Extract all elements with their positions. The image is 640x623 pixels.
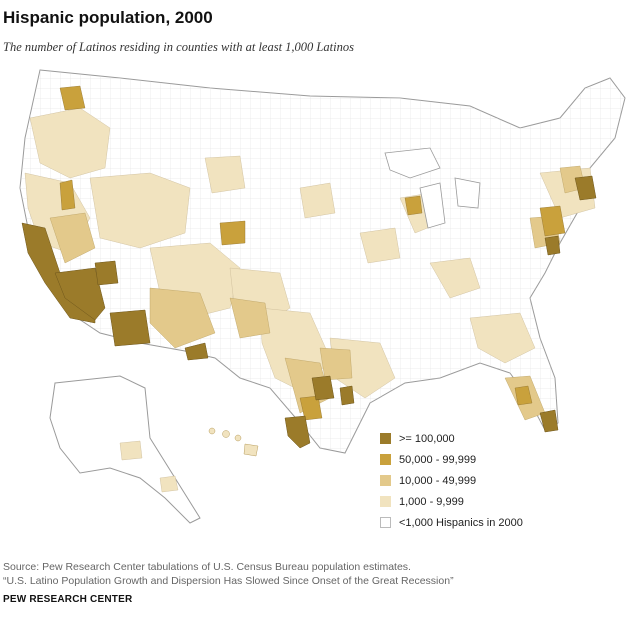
hawaii-islands (208, 427, 259, 457)
legend-swatch-100000-plus (380, 433, 391, 444)
source-line-2: “U.S. Latino Population Growth and Dispe… (3, 575, 454, 587)
legend-item-10000-49999: 10,000 - 49,999 (380, 470, 523, 491)
legend-label: 10,000 - 49,999 (399, 474, 477, 487)
source-note: Source: Pew Research Center tabulations … (3, 560, 454, 588)
legend-label: <1,000 Hispanics in 2000 (399, 516, 523, 529)
legend-item-under-1000: <1,000 Hispanics in 2000 (380, 512, 523, 533)
legend-swatch-10000-49999 (380, 475, 391, 486)
legend-label: 50,000 - 99,999 (399, 453, 477, 466)
legend-label: >= 100,000 (399, 432, 455, 445)
us-county-map (19, 69, 626, 524)
page-subtitle: The number of Latinos residing in counti… (3, 40, 354, 54)
legend-label: 1,000 - 9,999 (399, 495, 464, 508)
legend-item-100000-plus: >= 100,000 (380, 428, 523, 449)
source-line-1: Source: Pew Research Center tabulations … (3, 561, 411, 573)
legend-swatch-50000-99999 (380, 454, 391, 465)
footer-credit: PEW RESEARCH CENTER (3, 594, 133, 605)
legend-item-1000-9999: 1,000 - 9,999 (380, 491, 523, 512)
page-title: Hispanic population, 2000 (3, 8, 213, 27)
legend-swatch-under-1000 (380, 517, 391, 528)
legend-item-50000-99999: 50,000 - 99,999 (380, 449, 523, 470)
map-legend: >= 100,000 50,000 - 99,999 10,000 - 49,9… (380, 428, 523, 533)
legend-swatch-1000-9999 (380, 496, 391, 507)
